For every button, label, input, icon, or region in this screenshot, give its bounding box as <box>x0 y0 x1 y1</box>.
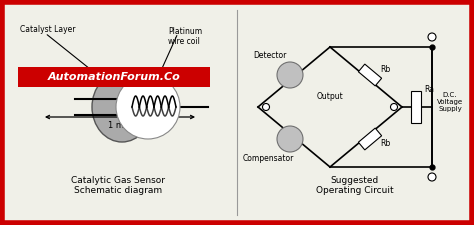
Circle shape <box>277 126 303 152</box>
Text: Catalytic Gas Sensor
Schematic diagram: Catalytic Gas Sensor Schematic diagram <box>71 176 165 195</box>
Text: Detector: Detector <box>253 51 287 60</box>
Text: Suggested
Operating Circuit: Suggested Operating Circuit <box>316 176 394 195</box>
Bar <box>18 67 210 87</box>
Circle shape <box>116 75 180 139</box>
Text: Ra: Ra <box>424 85 434 94</box>
Text: Rb: Rb <box>380 65 390 74</box>
Circle shape <box>428 33 436 41</box>
Circle shape <box>277 62 303 88</box>
Text: Output: Output <box>317 92 343 101</box>
Text: Catalyst Layer: Catalyst Layer <box>20 25 75 34</box>
Ellipse shape <box>92 72 152 142</box>
Bar <box>358 128 382 150</box>
Text: Rb: Rb <box>380 140 390 148</box>
Text: Platinum
wire coil: Platinum wire coil <box>168 27 202 46</box>
Text: Compensator: Compensator <box>242 154 294 163</box>
Text: 1 mm: 1 mm <box>108 121 132 130</box>
Circle shape <box>263 104 270 110</box>
Text: D.C.
Voltage
Supply: D.C. Voltage Supply <box>437 92 463 112</box>
Text: AutomationForum.Co: AutomationForum.Co <box>47 72 181 82</box>
Circle shape <box>391 104 398 110</box>
Bar <box>358 64 382 86</box>
Circle shape <box>428 173 436 181</box>
Bar <box>411 91 421 123</box>
